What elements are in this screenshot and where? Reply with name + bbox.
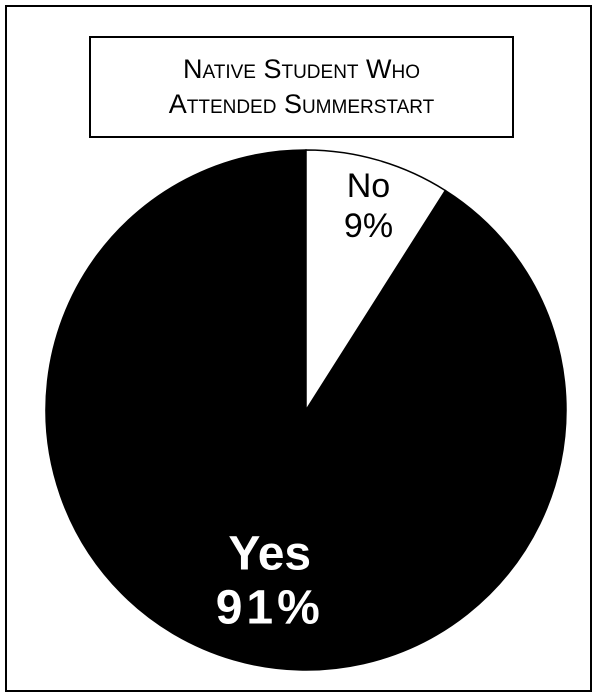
slice-label-yes: Yes	[228, 528, 311, 581]
pie-slices	[45, 149, 567, 671]
pie-slice-no	[305, 149, 447, 413]
slice-value-yes: 91%	[216, 582, 324, 635]
chart-title-line-1: Native Student Who	[182, 54, 421, 84]
chart-title-box: Native Student Who Attended Summerstart	[89, 36, 514, 138]
chart-title-line-2: Attended Summerstart	[168, 89, 435, 119]
slice-label-no: No	[347, 167, 390, 205]
slice-value-no: 9%	[344, 207, 393, 245]
